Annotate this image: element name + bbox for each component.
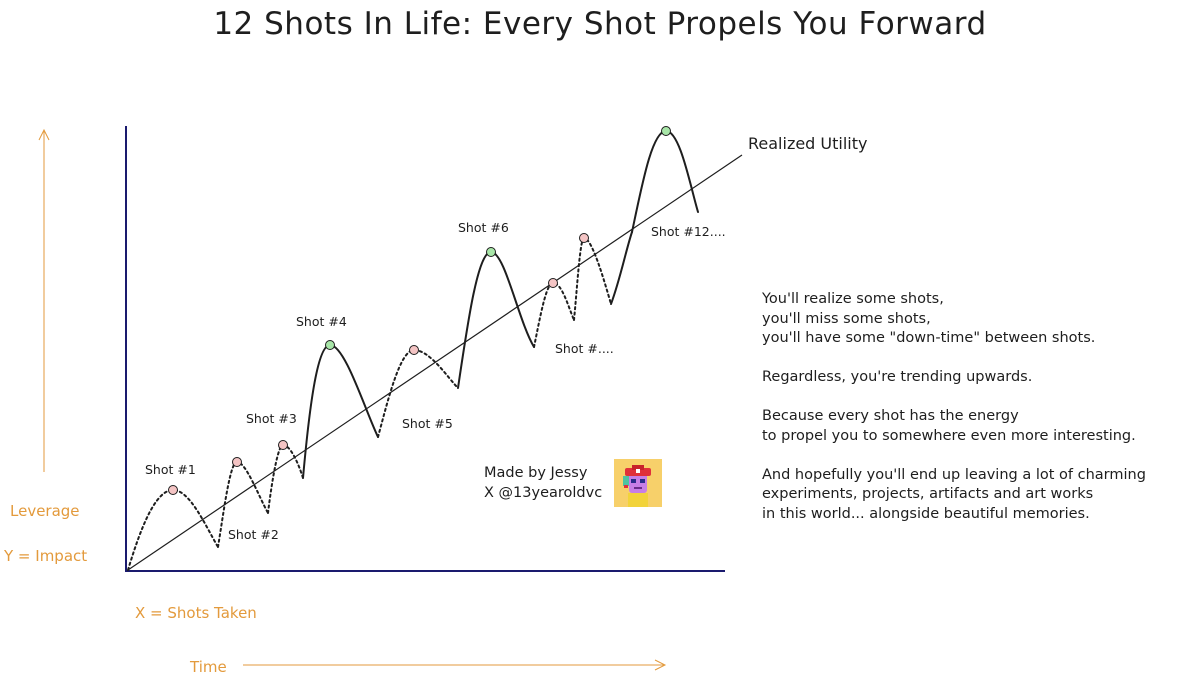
notes-line: you'll miss some shots,: [762, 310, 931, 327]
y-guide-arrow: [38, 128, 50, 472]
credit-handle: X @13yearoldvc: [484, 485, 603, 501]
x-guide-arrow: [243, 659, 667, 671]
notes-line: Regardless, you're trending upwards.: [762, 369, 1033, 385]
shot-6-curve: [457, 250, 535, 389]
notes-line: You'll realize some shots,: [762, 291, 944, 307]
shot-more-label: Shot #....: [555, 341, 614, 356]
pixel-avatar-icon: [614, 459, 662, 507]
down-time-curve-2: [533, 281, 575, 348]
notes-paragraph-4: And hopefully you'll end up leaving a lo…: [762, 466, 1146, 525]
y-axis-impact-label: Y = Impact: [4, 547, 88, 565]
realized-utility-label: Realized Utility: [748, 134, 868, 153]
shot-1-curve: [127, 488, 219, 571]
notes-paragraph-3: Because every shot has the energy to pro…: [762, 407, 1146, 446]
credit-block: Made by Jessy X @13yearoldvc: [484, 463, 602, 503]
page-title: 12 Shots In Life: Every Shot Propels You…: [213, 6, 987, 42]
shot-12-dot: [661, 126, 671, 136]
x-axis-time-label: Time: [190, 658, 227, 676]
notes-line: to propel you to somewhere even more int…: [762, 427, 1136, 444]
shot-3-dot: [278, 440, 288, 450]
notes-paragraph-2: Regardless, you're trending upwards.: [762, 368, 1146, 388]
shot-8-dot: [579, 233, 589, 243]
shot-1-label: Shot #1: [145, 462, 196, 477]
y-axis-leverage-label: Leverage: [10, 502, 80, 520]
shot-2-label: Shot #2: [228, 527, 279, 542]
notes-line: Because every shot has the energy: [762, 408, 1019, 424]
shot-6-label: Shot #6: [458, 220, 509, 235]
notes-line: And hopefully you'll end up leaving a lo…: [762, 466, 1146, 483]
notes-line: in this world... alongside beautiful mem…: [762, 505, 1090, 522]
shot-2-dot: [232, 457, 242, 467]
shot-5-dot: [409, 345, 419, 355]
shot-4-dot: [325, 340, 335, 350]
shot-after-curve: [610, 231, 633, 305]
notes-paragraph-1: You'll realize some shots, you'll miss s…: [762, 290, 1146, 349]
shot-5-label: Shot #5: [402, 416, 453, 431]
x-axis-shots-label: X = Shots Taken: [135, 604, 257, 622]
shot-3-label: Shot #3: [246, 411, 297, 426]
down-time-curve-3: [573, 236, 612, 321]
shot-12-curve: [631, 129, 699, 233]
shot-6-dot: [486, 247, 496, 257]
credit-name: Made by Jessy: [484, 465, 588, 481]
notes-text: You'll realize some shots, you'll miss s…: [762, 290, 1146, 544]
shot-7-dot: [548, 278, 558, 288]
shot-4-label: Shot #4: [296, 314, 347, 329]
shot-12-label: Shot #12....: [651, 224, 726, 239]
notes-line: you'll have some "down-time" between sho…: [762, 330, 1096, 346]
notes-line: experiments, projects, artifacts and art…: [762, 486, 1094, 502]
shot-1-dot: [168, 485, 178, 495]
shot-4-curve: [302, 343, 379, 479]
